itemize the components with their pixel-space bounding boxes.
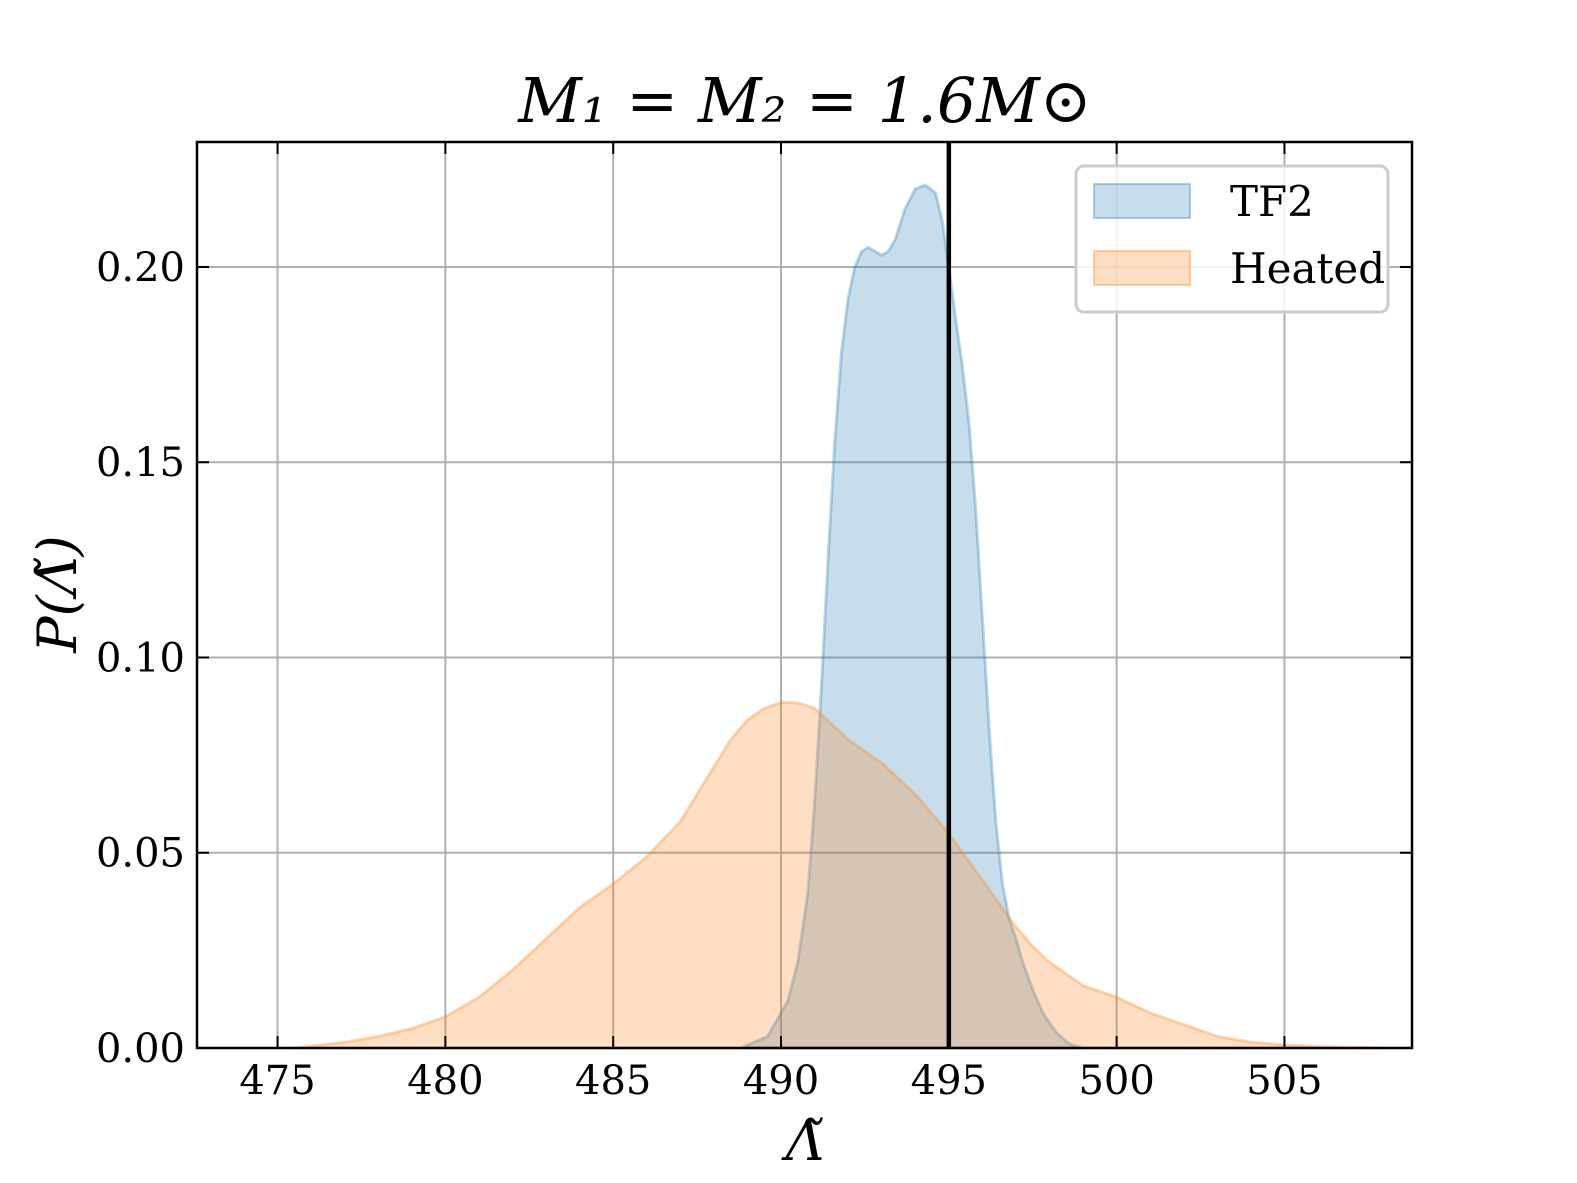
chart-title: M₁ = M₂ = 1.6M⊙: [517, 64, 1091, 137]
y-tick-label: 0.10: [96, 635, 185, 681]
axis-ticks: 475 480 485 490 495 500 505 0.00 0.05 0.10 0.15 0.2…: [96, 142, 1412, 1104]
legend-swatch-tf2: [1093, 183, 1191, 219]
x-tick-label: 485: [575, 1058, 651, 1104]
legend-swatch-heated: [1093, 250, 1191, 286]
area-tf2: [740, 183, 1084, 1050]
x-tick-label: 500: [1078, 1058, 1154, 1104]
legend-label-heated: Heated: [1230, 244, 1385, 293]
x-tick-label: 475: [239, 1058, 315, 1104]
series-areas: [294, 183, 1386, 1050]
y-tick-label: 0.20: [96, 245, 185, 291]
x-tick-label: 505: [1246, 1058, 1322, 1104]
x-tick-label: 490: [743, 1058, 819, 1104]
x-tick-label: 495: [911, 1058, 987, 1104]
legend-box: [1074, 164, 1390, 314]
y-tick-label: 0.05: [96, 831, 185, 877]
plot-frame: [195, 140, 1414, 1050]
y-axis-label: P(Λ̃): [26, 535, 89, 653]
area-heated: [294, 700, 1386, 1050]
y-tick-label: 0.00: [96, 1026, 185, 1072]
x-axis-label: Λ̃: [781, 1110, 825, 1173]
y-tick-label: 0.15: [96, 440, 185, 486]
legend: TF2 Heated: [1074, 164, 1390, 314]
x-tick-label: 480: [407, 1058, 483, 1104]
legend-label-tf2: TF2: [1230, 177, 1314, 226]
